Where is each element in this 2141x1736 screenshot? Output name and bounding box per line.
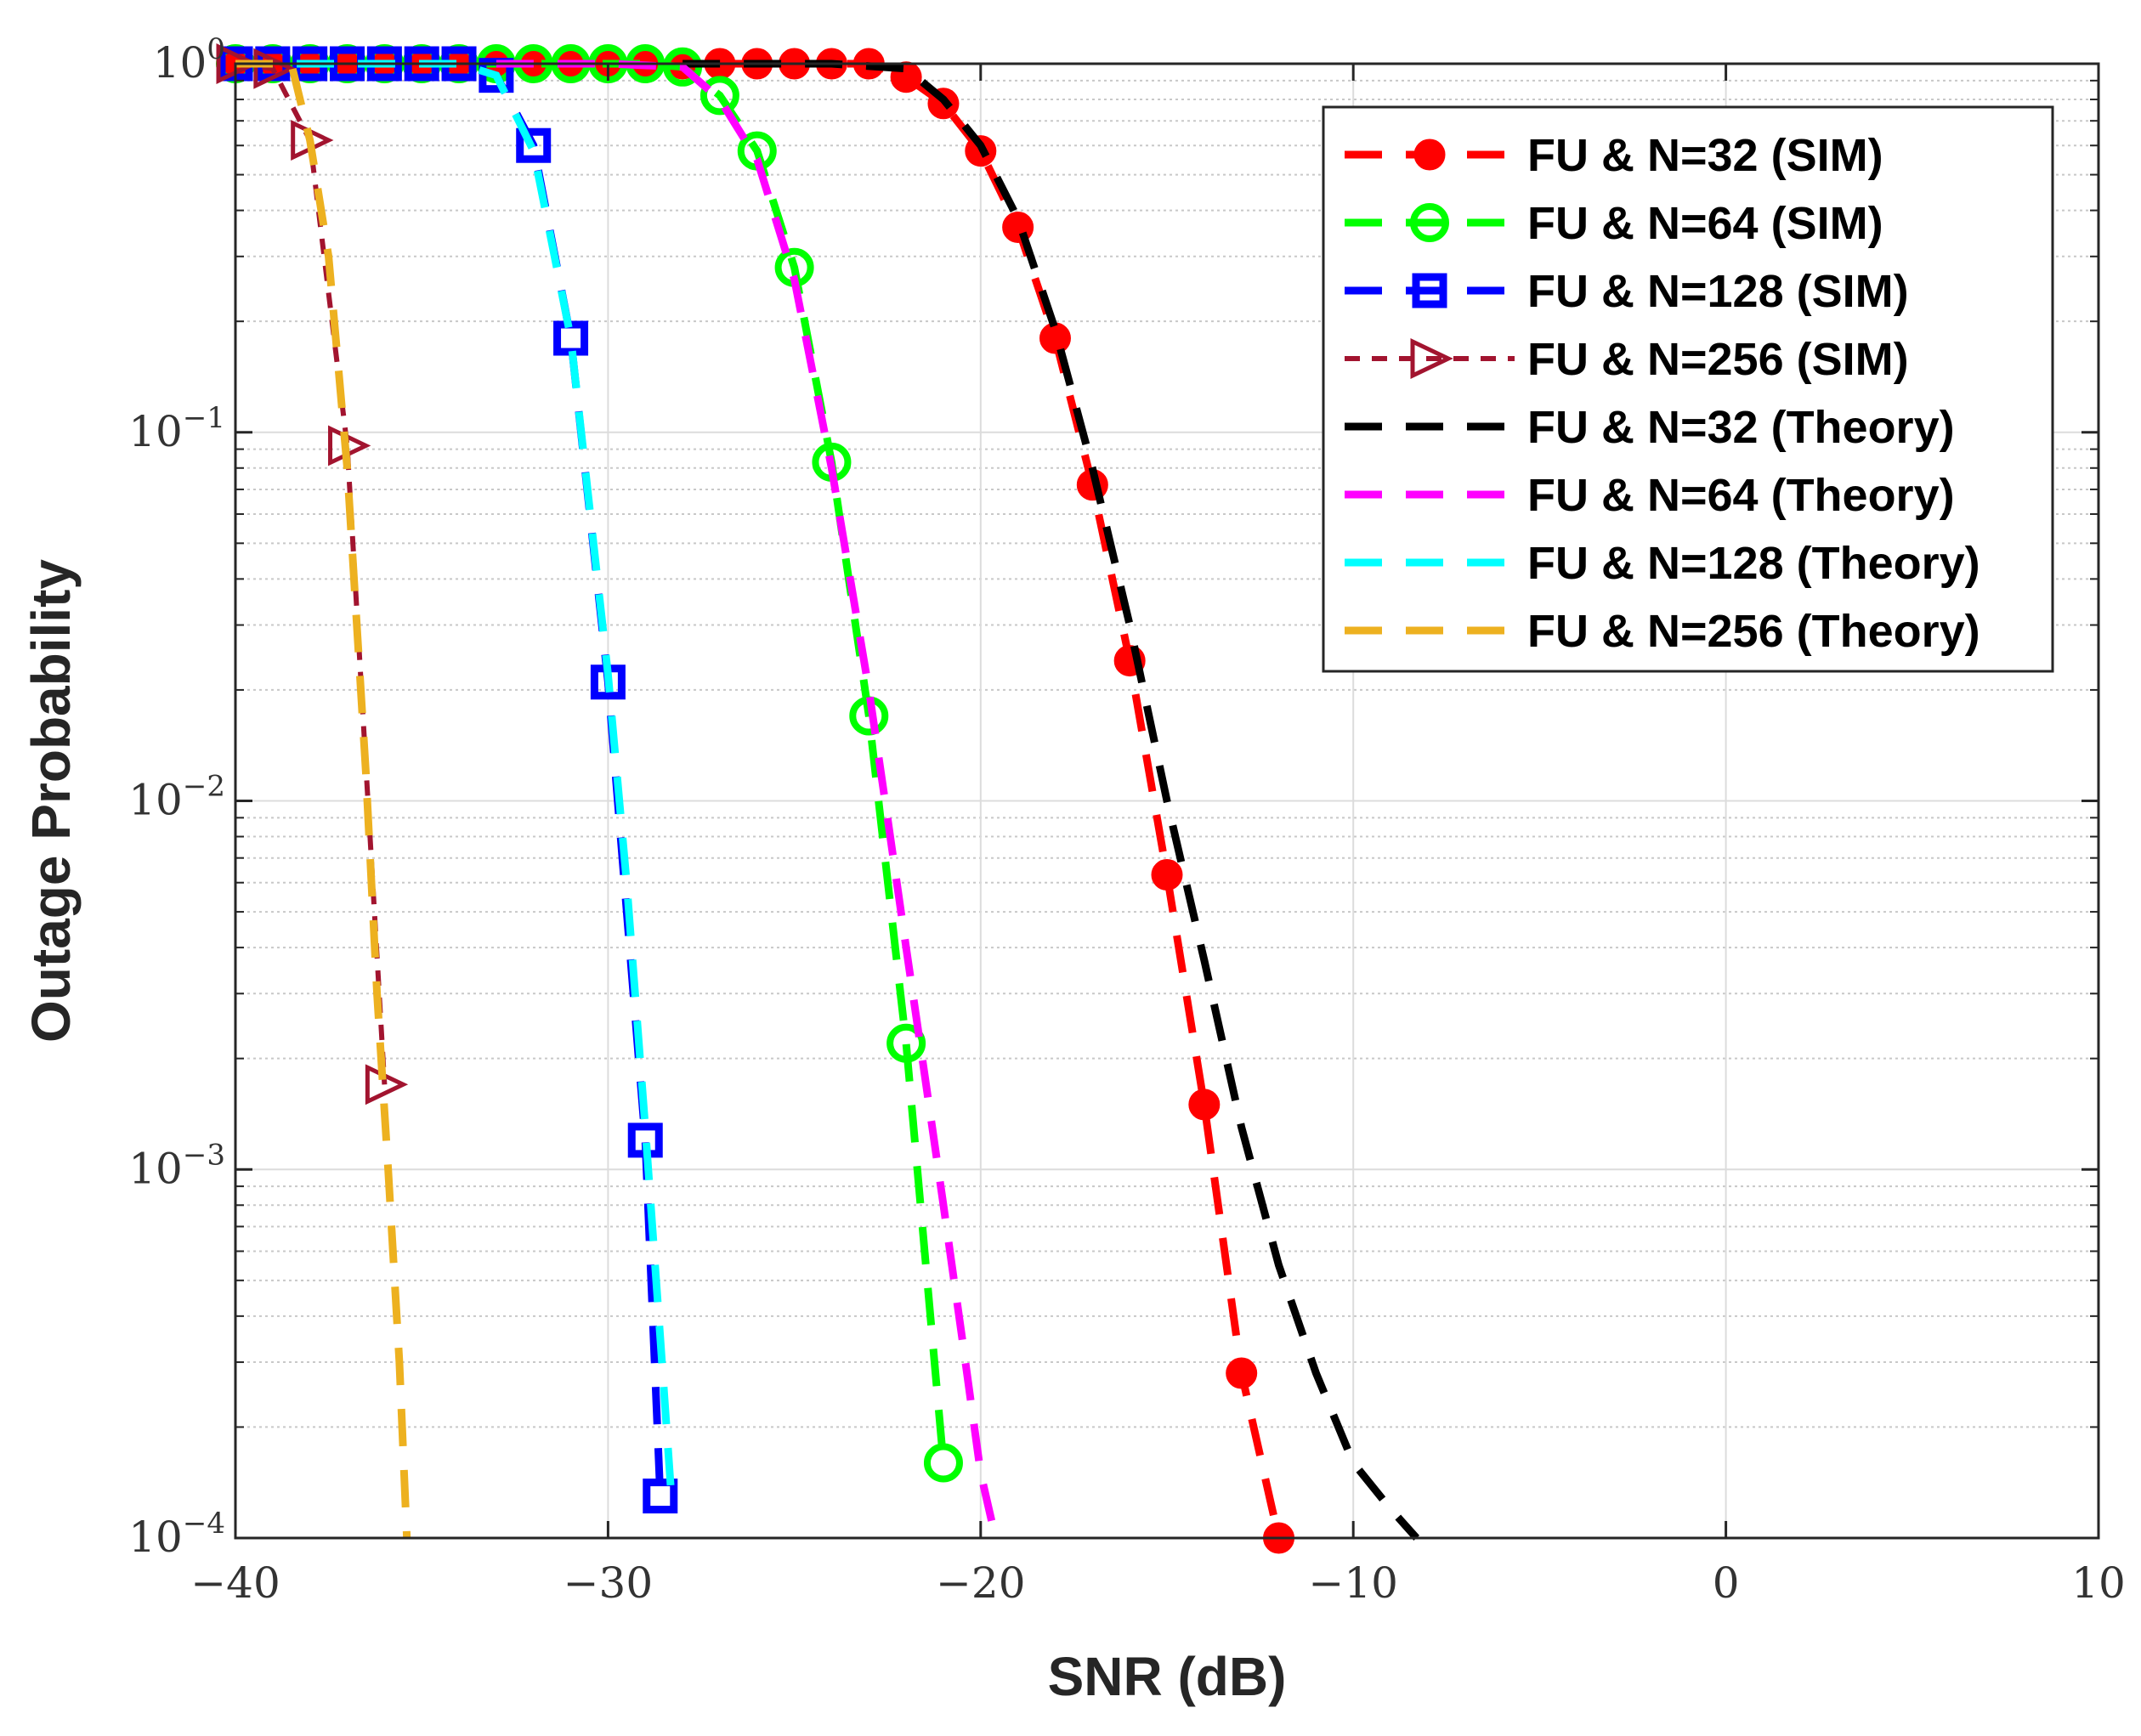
legend-label: FU & N=128 (SIM) <box>1527 266 1909 317</box>
series-line <box>496 59 1000 1540</box>
legend-item-4: FU & N=32 (Theory) <box>1345 402 1955 453</box>
series-line <box>235 59 676 1496</box>
legend-item-6: FU & N=128 (Theory) <box>1345 538 1980 589</box>
legend-label: FU & N=64 (SIM) <box>1527 198 1883 249</box>
legend-item-3: FU & N=256 (SIM) <box>1345 334 1909 385</box>
y-axis-title: Outage Probability <box>20 559 82 1043</box>
legend-label: FU & N=128 (Theory) <box>1527 538 1980 589</box>
data-point <box>479 58 514 93</box>
y-tick-label: 10−3 <box>128 1138 225 1193</box>
y-tick-label: 10−2 <box>128 770 225 825</box>
data-point <box>253 48 297 89</box>
legend-marker <box>1410 203 1449 242</box>
data-point <box>1151 859 1183 891</box>
series-line <box>235 59 411 1539</box>
legend-item-5: FU & N=64 (Theory) <box>1345 470 1955 521</box>
y-tick-label: 10−1 <box>128 401 225 456</box>
axis-ticks: −40 −30 −20 −10 0 10 100 10−1 10−2 10−3 10−4 <box>128 32 2126 1608</box>
x-tick-label: −40 <box>190 1558 280 1608</box>
x-tick-label: −20 <box>936 1558 1026 1608</box>
data-point <box>1039 322 1071 354</box>
legend-marker <box>1413 139 1446 171</box>
data-point <box>1226 1357 1258 1389</box>
legend-label: FU & N=256 (SIM) <box>1527 334 1909 385</box>
legend-marker <box>1412 273 1447 308</box>
legend: FU & N=32 (SIM) FU & N=64 (SIM) FU & N=128… <box>1322 105 2054 673</box>
y-tick-label: 100 <box>153 32 225 88</box>
legend-item-0: FU & N=32 (SIM) <box>1345 130 1883 181</box>
legend-label: FU & N=64 (Theory) <box>1527 470 1955 521</box>
legend-item-2: FU & N=128 (SIM) <box>1345 266 1909 317</box>
x-tick-label: 0 <box>1713 1558 1740 1608</box>
legend-label: FU & N=32 (SIM) <box>1527 130 1883 181</box>
legend-item-7: FU & N=256 (Theory) <box>1345 606 1980 657</box>
data-point <box>923 1443 963 1483</box>
series-6 <box>235 59 676 1496</box>
series-7 <box>235 59 411 1539</box>
data-point <box>886 1023 926 1063</box>
x-tick-label: −30 <box>564 1558 654 1608</box>
legend-label: FU & N=256 (Theory) <box>1527 606 1980 657</box>
x-tick-label: 10 <box>2071 1558 2126 1608</box>
x-tick-label: −10 <box>1308 1558 1398 1608</box>
legend-label: FU & N=32 (Theory) <box>1527 402 1955 453</box>
y-tick-label: 10−4 <box>128 1507 225 1562</box>
data-point <box>516 127 552 163</box>
data-point <box>1188 1089 1221 1121</box>
series-5 <box>496 59 1000 1540</box>
data-point <box>700 76 739 116</box>
series-line <box>683 59 1420 1541</box>
legend-marker <box>1410 338 1453 379</box>
data-point <box>643 1479 678 1514</box>
series-4 <box>683 59 1420 1541</box>
legend-item-1: FU & N=64 (SIM) <box>1345 198 1883 249</box>
x-axis-title: SNR (dB) <box>1048 1646 1287 1707</box>
legend-box <box>1322 105 2054 673</box>
